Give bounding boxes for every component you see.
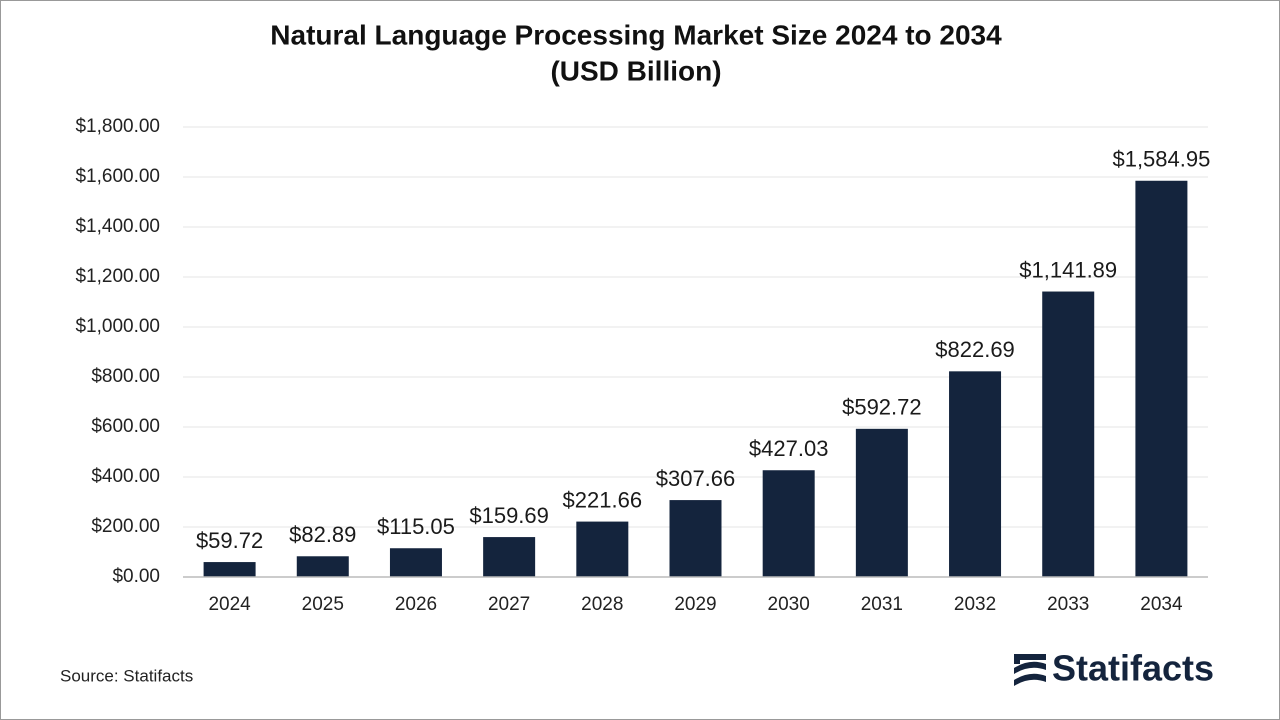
x-tick-label: 2024 [208,594,251,615]
data-label: $427.03 [749,436,829,461]
data-label: $221.66 [563,487,643,512]
x-tick-label: 2026 [395,594,437,615]
y-tick-label: $1,600.00 [75,166,160,187]
x-tick-label: 2030 [768,594,810,615]
bar [1135,180,1188,577]
bar [576,521,629,577]
y-tick-label: $800.00 [91,366,160,387]
y-tick-label: $1,000.00 [75,316,160,337]
source: Source: Statifacts [60,666,193,685]
bar [203,562,256,577]
bar [483,537,536,577]
bar [762,470,815,577]
x-tick-label: 2032 [954,594,996,615]
data-label: $82.89 [289,522,356,547]
data-label: $1,141.89 [1019,257,1117,282]
chart-title: Natural Language Processing Market Size … [270,19,1002,50]
y-tick-label: $1,800.00 [75,116,160,137]
bar [855,428,908,577]
brand-icon [1014,654,1046,686]
y-tick-label: $600.00 [91,416,160,437]
data-label: $592.72 [842,395,922,420]
x-tick-label: 2033 [1047,594,1089,615]
bar [296,556,349,577]
x-tick-label: 2031 [861,594,903,615]
x-tick-label: 2025 [302,594,344,615]
data-label: $307.66 [656,466,736,491]
data-label: $1,584.95 [1112,147,1210,172]
bar [1042,291,1095,577]
x-tick-label: 2029 [674,594,716,615]
brand-logo: Statifacts [1052,648,1214,689]
y-tick-label: $400.00 [91,466,160,487]
y-tick-label: $0.00 [112,566,160,587]
bar [669,500,722,577]
x-tick-label: 2027 [488,594,530,615]
data-label: $159.69 [469,503,549,528]
data-label: $822.69 [935,337,1015,362]
y-tick-label: $200.00 [91,516,160,537]
bar [949,371,1002,577]
x-tick-label: 2034 [1140,594,1183,615]
y-tick-label: $1,200.00 [75,266,160,287]
bar [389,548,442,577]
x-tick-label: 2028 [581,594,623,615]
data-label: $59.72 [196,528,263,553]
y-tick-label: $1,400.00 [75,216,160,237]
data-label: $115.05 [377,514,455,539]
chart-subtitle: (USD Billion) [550,55,721,86]
